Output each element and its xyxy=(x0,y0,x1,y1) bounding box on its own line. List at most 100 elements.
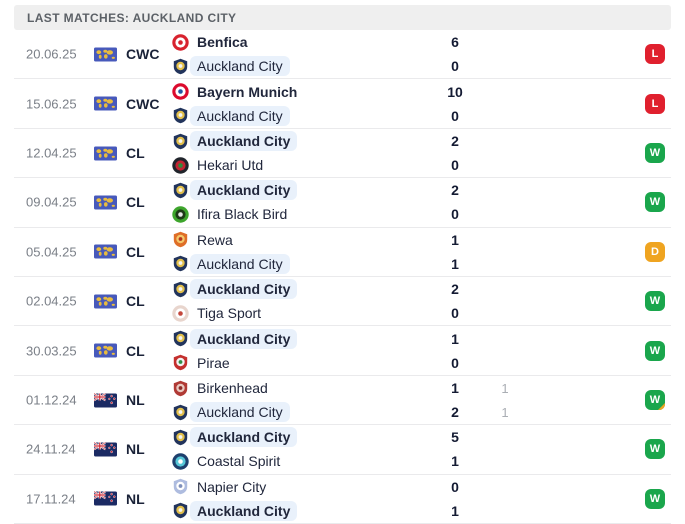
competition-label: CL xyxy=(126,342,145,359)
result-letter: W xyxy=(649,443,661,456)
home-team-name: Auckland City xyxy=(190,131,298,152)
result-letter: L xyxy=(651,48,659,61)
team-line-away: Hekari Utd 0 xyxy=(172,155,671,176)
team-line-home: Auckland City 2 xyxy=(172,279,671,300)
match-row[interactable]: 01.12.24 NL Birkenhead 1 1 Auckland City… xyxy=(14,376,671,426)
competition-label: NL xyxy=(126,392,145,409)
result-letter: W xyxy=(649,295,661,308)
home-team-logo-icon xyxy=(172,281,189,298)
home-team-logo-icon xyxy=(172,34,189,51)
team-line-home: Benfica 6 xyxy=(172,32,671,53)
away-team-name: Auckland City xyxy=(190,56,290,77)
match-row[interactable]: 30.03.25 CL Auckland City 1 Pirae 0 W xyxy=(14,326,671,376)
match-date: 09.04.25 xyxy=(26,194,77,210)
away-team-score: 0 xyxy=(451,206,459,223)
away-team-score: 0 xyxy=(451,354,459,371)
competition: CL xyxy=(94,145,145,161)
teams-block: Auckland City 5 Coastal Spirit 1 xyxy=(172,425,671,473)
home-team-score-regular-time: 1 xyxy=(501,380,509,396)
home-team-logo-icon xyxy=(172,380,189,397)
home-team-score: 2 xyxy=(451,281,459,298)
competition: CL xyxy=(94,244,145,260)
team-line-home: Napier City 0 xyxy=(172,476,671,497)
result-badge: L xyxy=(645,93,665,114)
match-row[interactable]: 12.04.25 CL Auckland City 2 Hekari Utd 0… xyxy=(14,129,671,179)
nz-flag-icon xyxy=(94,392,117,408)
home-team-name: Birkenhead xyxy=(197,380,268,397)
match-row[interactable]: 09.04.25 CL Auckland City 2 Ifira Black … xyxy=(14,178,671,228)
world-flag-icon xyxy=(94,96,117,111)
away-team-name: Ifira Black Bird xyxy=(197,206,288,223)
match-date: 17.11.24 xyxy=(26,491,76,507)
away-team-name: Auckland City xyxy=(190,253,290,274)
result-letter: W xyxy=(649,492,661,505)
away-team-logo-icon xyxy=(172,255,189,272)
competition-label: CL xyxy=(126,194,145,211)
team-line-away: Auckland City 2 1 xyxy=(172,402,671,423)
match-date: 01.12.24 xyxy=(26,392,77,408)
home-team-logo-icon xyxy=(172,330,189,347)
team-line-away: Auckland City 1 xyxy=(172,253,671,274)
world-flag-icon xyxy=(94,343,117,358)
match-row[interactable]: 15.06.25 CWC Bayern Munich 10 Auckland C… xyxy=(14,79,671,129)
competition-label: CWC xyxy=(126,46,160,63)
away-team-logo-icon xyxy=(172,156,189,174)
match-row[interactable]: 24.11.24 NL Auckland City 5 Coastal Spir… xyxy=(14,425,671,475)
away-team-score: 0 xyxy=(451,157,459,174)
match-row[interactable]: 02.04.25 CL Auckland City 2 Tiga Sport 0… xyxy=(14,277,671,327)
home-team-score: 10 xyxy=(447,83,463,100)
match-row[interactable]: 17.11.24 NL Napier City 0 Auckland City … xyxy=(14,475,671,524)
teams-block: Auckland City 2 Hekari Utd 0 xyxy=(172,129,671,177)
competition-label: NL xyxy=(126,441,145,458)
result-badge: W xyxy=(645,291,665,312)
match-date: 15.06.25 xyxy=(26,96,77,112)
competition: CWC xyxy=(94,46,159,62)
match-row[interactable]: 05.04.25 CL Rewa 1 Auckland City 1 D xyxy=(14,228,671,278)
section-title: LAST MATCHES: AUCKLAND CITY xyxy=(27,10,237,25)
teams-block: Auckland City 2 Tiga Sport 0 xyxy=(172,277,671,325)
competition-label: CL xyxy=(126,293,145,310)
competition: CL xyxy=(94,194,145,210)
teams-block: Napier City 0 Auckland City 1 xyxy=(172,475,671,523)
section-header: LAST MATCHES: AUCKLAND CITY xyxy=(14,5,671,30)
team-line-home: Auckland City 5 xyxy=(172,427,671,448)
team-line-away: Tiga Sport 0 xyxy=(172,303,671,324)
result-letter: W xyxy=(649,394,661,407)
teams-block: Auckland City 2 Ifira Black Bird 0 xyxy=(172,178,671,226)
match-date: 12.04.25 xyxy=(26,145,77,161)
result-badge: L xyxy=(645,44,665,65)
away-team-score: 0 xyxy=(451,58,459,75)
competition: NL xyxy=(94,491,145,507)
competition-label: CL xyxy=(126,243,145,260)
match-row[interactable]: 20.06.25 CWC Benfica 6 Auckland City 0 L xyxy=(14,30,671,80)
home-team-name: Auckland City xyxy=(190,279,298,300)
result-letter: L xyxy=(651,97,659,110)
away-team-name: Auckland City xyxy=(190,500,298,521)
home-team-score: 5 xyxy=(451,429,459,446)
home-team-logo-icon xyxy=(172,429,189,446)
home-team-name: Auckland City xyxy=(190,427,298,448)
result-badge: W xyxy=(645,143,665,164)
team-line-home: Auckland City 2 xyxy=(172,131,671,152)
world-flag-icon xyxy=(94,146,117,161)
home-team-name: Rewa xyxy=(197,231,233,248)
result-badge: W xyxy=(645,439,665,460)
away-team-score: 0 xyxy=(451,305,459,322)
result-letter: W xyxy=(649,344,661,357)
result-badge: W xyxy=(645,192,665,213)
away-team-logo-icon xyxy=(172,354,189,371)
competition-label: NL xyxy=(126,490,145,507)
teams-block: Birkenhead 1 1 Auckland City 2 1 xyxy=(172,376,671,424)
teams-block: Auckland City 1 Pirae 0 xyxy=(172,326,671,374)
nz-flag-icon xyxy=(94,441,117,457)
home-team-score: 1 xyxy=(451,231,459,248)
competition: NL xyxy=(94,392,145,408)
team-line-away: Pirae 0 xyxy=(172,352,671,373)
home-team-name: Bayern Munich xyxy=(197,83,298,100)
team-line-home: Rewa 1 xyxy=(172,229,671,250)
away-team-name: Hekari Utd xyxy=(197,157,264,174)
competition: CWC xyxy=(94,96,159,112)
teams-block: Benfica 6 Auckland City 0 xyxy=(172,30,671,78)
team-line-home: Auckland City 1 xyxy=(172,328,671,349)
